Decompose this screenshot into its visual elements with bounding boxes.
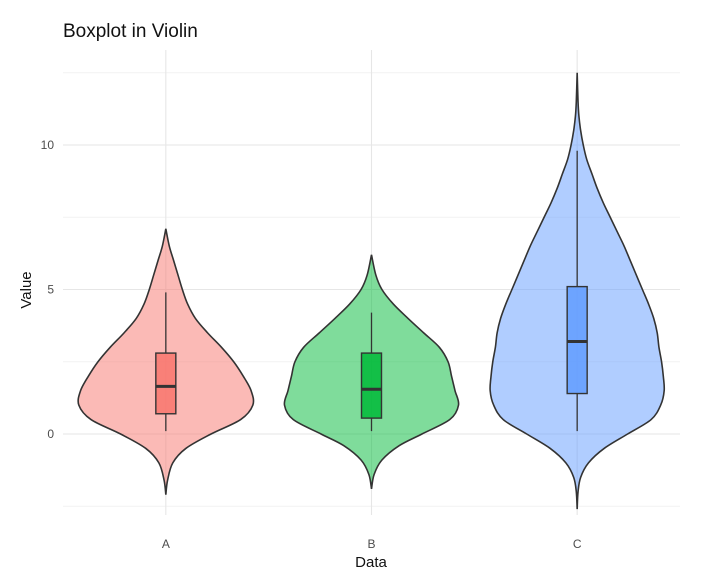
x-tick-label: B (367, 537, 375, 551)
x-tick-label: C (573, 537, 582, 551)
y-tick-label: 0 (47, 427, 54, 441)
y-axis-ticks: 0 5 10 (41, 138, 55, 441)
boxplot-layer (155, 150, 588, 432)
x-axis-title: Data (355, 554, 387, 571)
x-tick-label: A (162, 537, 170, 551)
y-axis-title: Value (18, 271, 35, 308)
chart-title: Boxplot in Violin (63, 21, 198, 42)
y-tick-label: 5 (47, 283, 54, 297)
box-a (155, 352, 177, 415)
y-tick-label: 10 (41, 138, 55, 152)
box-b (360, 352, 383, 419)
x-axis-ticks: A B C (162, 537, 582, 551)
